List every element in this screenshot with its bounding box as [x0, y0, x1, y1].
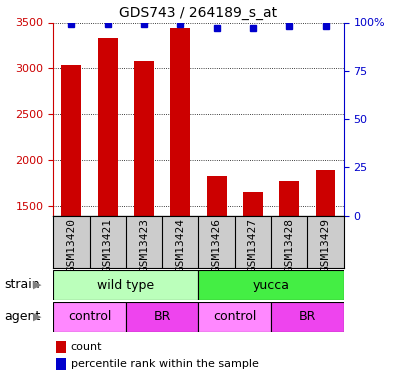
- Bar: [126, 302, 199, 332]
- Text: GSM13429: GSM13429: [320, 218, 331, 272]
- Text: GSM13426: GSM13426: [212, 218, 222, 272]
- Text: BR: BR: [154, 310, 171, 323]
- Bar: [199, 302, 271, 332]
- Text: control: control: [68, 310, 111, 323]
- Text: yucca: yucca: [252, 279, 290, 291]
- Text: ▶: ▶: [33, 280, 41, 290]
- Bar: [56, 358, 66, 370]
- Text: percentile rank within the sample: percentile rank within the sample: [71, 358, 259, 369]
- Text: GSM13421: GSM13421: [103, 218, 113, 272]
- Bar: [316, 170, 335, 216]
- Bar: [98, 38, 118, 216]
- Bar: [279, 181, 299, 216]
- Bar: [134, 61, 154, 216]
- Bar: [199, 270, 344, 300]
- Bar: [53, 302, 126, 332]
- Bar: [56, 341, 66, 352]
- Text: BR: BR: [299, 310, 316, 323]
- Text: GSM13427: GSM13427: [248, 218, 258, 272]
- Text: GSM13428: GSM13428: [284, 218, 294, 272]
- Bar: [243, 192, 263, 216]
- Text: agent: agent: [4, 310, 40, 323]
- Text: GSM13423: GSM13423: [139, 218, 149, 272]
- Bar: [53, 270, 199, 300]
- Text: wild type: wild type: [97, 279, 154, 291]
- Text: control: control: [213, 310, 256, 323]
- Bar: [271, 302, 344, 332]
- Text: count: count: [71, 342, 102, 352]
- Text: GSM13424: GSM13424: [175, 218, 185, 272]
- Text: GSM13420: GSM13420: [66, 218, 77, 272]
- Text: ▶: ▶: [33, 312, 41, 322]
- Bar: [170, 28, 190, 216]
- Bar: [207, 176, 227, 216]
- Bar: [62, 65, 81, 216]
- Title: GDS743 / 264189_s_at: GDS743 / 264189_s_at: [119, 6, 278, 20]
- Text: strain: strain: [4, 279, 40, 291]
